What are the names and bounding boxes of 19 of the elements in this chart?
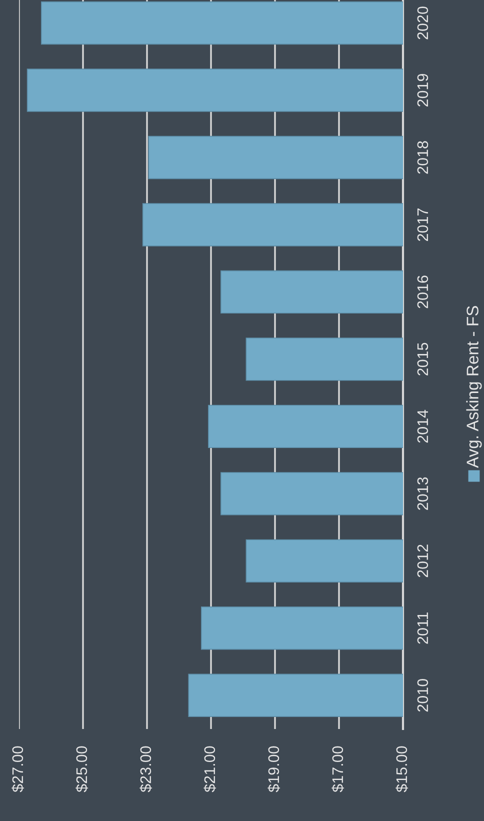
x-tick-label: $17.00 (332, 746, 344, 792)
y-tick-label: 2016 (417, 276, 428, 308)
y-tick-label: 2015 (417, 342, 428, 376)
y-tick-label: 2012 (417, 544, 428, 578)
text: Avg. Asking Rent - FS (466, 306, 482, 468)
x-tick-label: $15.00 (396, 746, 408, 792)
y-tick-label: 2017 (417, 208, 428, 241)
x-tick-label: $19.00 (268, 746, 280, 792)
y-tick-label: 2019 (417, 74, 428, 106)
x-tick-label: $27.00 (12, 746, 24, 792)
y-tick-label: 2013 (417, 477, 428, 510)
y-tick-label: 2014 (417, 410, 428, 443)
x-tick-label: $23.00 (140, 746, 152, 792)
x-tick-label: $21.00 (204, 746, 216, 792)
y-tick-label: 2010 (417, 678, 428, 712)
y-tick-label: 2018 (417, 141, 428, 174)
y-tick-label: 2011 (417, 612, 428, 644)
x-tick-label: $25.00 (76, 746, 88, 792)
y-tick-label: 2020 (417, 6, 428, 40)
